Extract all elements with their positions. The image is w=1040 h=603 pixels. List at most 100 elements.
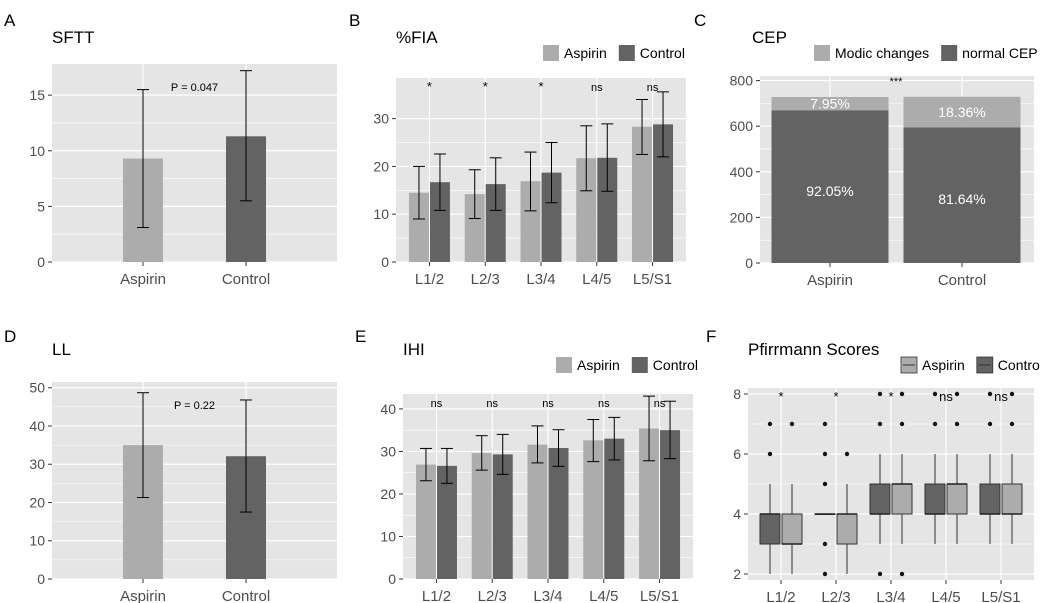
plot-area-D [52, 382, 337, 579]
box-body [946, 483, 968, 515]
significance-marker: * [483, 79, 488, 94]
x-tick-label-B: L4/5 [582, 271, 611, 288]
legend-item-1: Control [618, 45, 685, 61]
y-tick-label-A: 15 [29, 87, 45, 103]
y-tick-label-A: 5 [37, 198, 45, 214]
outlier-point [877, 421, 883, 427]
legend-item-0: Aspirin [900, 356, 965, 374]
x-tick-label-A: Control [222, 271, 270, 288]
significance-marker: ns [431, 398, 443, 410]
legend-item-1: normal CEP [941, 45, 1038, 61]
significance-marker: * [427, 79, 432, 94]
plot-area-A [52, 64, 337, 262]
y-tick-label-D: 0 [37, 571, 45, 587]
y-tick-label-D: 10 [29, 533, 45, 549]
segment-label: 18.36% [938, 104, 985, 120]
box-body [869, 483, 891, 515]
y-tick-label-B: 20 [373, 158, 389, 174]
x-tick-label-C: Control [938, 272, 986, 289]
y-tick-label-C: 0 [745, 255, 753, 271]
significance-marker: ns [542, 398, 554, 410]
legend-swatch [631, 357, 648, 373]
legend-item-1: Control [631, 357, 698, 373]
x-tick-label-D: Aspirin [120, 588, 166, 603]
panel-letter-C: C [694, 11, 706, 30]
outlier-point [822, 541, 828, 547]
stack-modic-changes-aspirin [771, 96, 889, 111]
y-tick-label-B: 10 [373, 206, 389, 222]
bar-aspirin-4 [632, 126, 653, 263]
outlier-point [932, 391, 938, 397]
y-tick-label-D: 40 [29, 418, 45, 434]
bar-aspirin-4 [639, 428, 660, 579]
outlier-point [877, 391, 883, 397]
x-tick-label-C: Aspirin [807, 272, 853, 289]
significance-marker: ns [994, 389, 1008, 404]
significance-marker: ns [486, 398, 498, 410]
x-tick-label-B: L1/2 [415, 271, 444, 288]
x-tick-label-E: L5/S1 [640, 588, 679, 603]
box-body [891, 483, 913, 515]
panel-letter-D: D [4, 327, 16, 346]
bar-control-1 [485, 184, 506, 262]
significance-marker: ns [647, 82, 659, 94]
y-tick-label-E: 30 [380, 443, 396, 459]
significance-marker: ns [654, 398, 666, 410]
segment-label: 7.95% [810, 96, 850, 112]
box-control-0 [759, 421, 781, 574]
outlier-point [987, 391, 993, 397]
outlier-point [987, 421, 993, 427]
legend-swatch [814, 45, 830, 61]
box-body [836, 513, 858, 545]
segment-label: 92.05% [806, 183, 853, 199]
y-tick-label-D: 30 [29, 456, 45, 472]
box-body [924, 483, 946, 515]
box-aspirin-2 [891, 391, 913, 577]
significance-marker: * [888, 389, 893, 404]
bar-control-3 [604, 438, 625, 579]
bar-control-2 [541, 172, 562, 262]
outlier-point [932, 421, 938, 427]
stack-normal-cep-aspirin [771, 110, 889, 264]
box-aspirin-0 [781, 421, 803, 574]
legend-label: Modic changes [835, 45, 929, 61]
box-control-3 [924, 391, 946, 544]
outlier-point [789, 421, 795, 427]
bar-aspirin-1 [464, 194, 485, 262]
y-tick-label-A: 10 [29, 143, 45, 159]
legend-item-1: Control [976, 356, 1040, 374]
bar-control-4 [653, 124, 674, 262]
box-body [1001, 483, 1023, 515]
legend-item-0: Aspirin [543, 45, 607, 61]
legend-swatch [556, 357, 572, 373]
legend-swatch [941, 45, 958, 61]
significance-marker: *** [890, 76, 904, 88]
y-tick-label-C: 600 [730, 118, 754, 134]
box-control-1 [814, 421, 836, 577]
panel-letter-B: B [349, 11, 360, 30]
panel-title-B: %FIA [396, 28, 438, 47]
bar-aspirin-0 [415, 464, 436, 579]
outlier-point [899, 571, 905, 577]
legend-label: Aspirin [577, 357, 620, 373]
x-tick-label-F: L1/2 [766, 589, 795, 603]
panel-title-C: CEP [752, 28, 787, 47]
outlier-point [1009, 421, 1015, 427]
panel-title-D: LL [52, 340, 71, 359]
bar-control-0 [429, 182, 450, 262]
legend-label: Aspirin [922, 357, 965, 373]
y-tick-label-A: 0 [37, 254, 45, 270]
bar-control-0 [436, 465, 457, 579]
y-tick-label-E: 20 [380, 486, 396, 502]
significance-marker: * [833, 389, 838, 404]
legend-swatch [543, 45, 559, 61]
bar-aspirin-3 [576, 158, 597, 262]
outlier-point [767, 451, 773, 457]
y-tick-label-B: 30 [373, 111, 389, 127]
panel-letter-A: A [4, 11, 16, 30]
panel-title-F: Pfirrmann Scores [748, 340, 879, 359]
significance-marker: ns [598, 398, 610, 410]
y-tick-label-D: 20 [29, 494, 45, 510]
outlier-point [822, 421, 828, 427]
